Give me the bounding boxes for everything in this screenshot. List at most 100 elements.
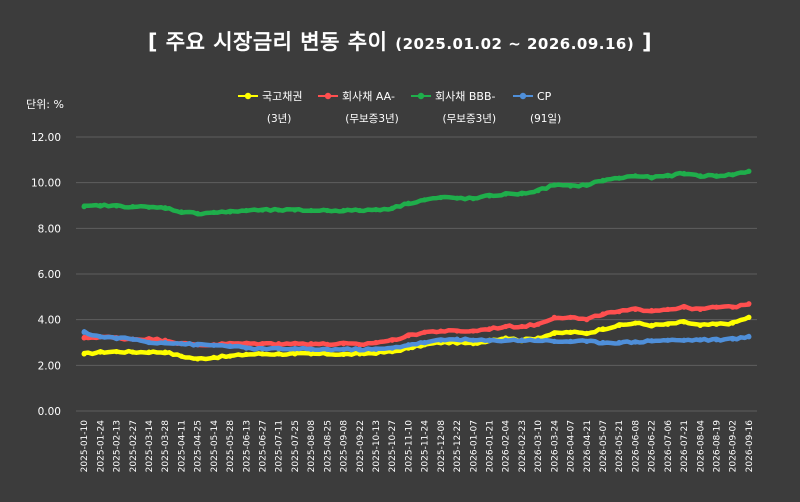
data-point	[195, 342, 201, 348]
data-point	[324, 346, 330, 352]
data-point	[373, 207, 379, 213]
x-tick-label: 2025-03-14	[145, 420, 155, 473]
data-point	[389, 205, 395, 211]
x-tick-label: 2025-02-27	[129, 420, 139, 472]
legend-label: CP	[537, 90, 552, 103]
data-point	[454, 195, 460, 201]
data-point	[616, 309, 622, 315]
data-point	[292, 346, 298, 352]
data-point	[551, 182, 557, 188]
x-tick-label: 2025-05-28	[226, 420, 236, 473]
data-point	[551, 338, 557, 344]
x-tick-label: 2025-02-13	[113, 420, 123, 472]
data-point	[259, 346, 266, 352]
title-date-range: (2025.01.02 ~ 2026.09.16)	[395, 35, 635, 53]
x-tick-label: 2025-09-08	[340, 420, 350, 473]
data-point	[681, 319, 687, 325]
data-point	[340, 207, 347, 214]
data-point	[454, 336, 460, 342]
data-point	[243, 345, 249, 351]
title-text: 주요 시장금리 변동 추이	[165, 30, 388, 54]
x-tick-label: 2026-05-07	[599, 420, 609, 472]
data-point	[584, 330, 590, 336]
data-point	[584, 338, 590, 344]
x-tick-label: 2026-08-04	[696, 420, 706, 473]
data-point	[665, 337, 671, 343]
x-tick-label: 2025-05-14	[210, 420, 220, 473]
title-close-bracket: ]	[642, 30, 653, 54]
data-point	[276, 346, 282, 352]
data-point	[746, 334, 752, 340]
data-point	[632, 173, 638, 179]
data-point	[681, 337, 687, 343]
x-tick-label: 2026-08-19	[712, 420, 722, 473]
y-tick-label: 12.00	[31, 132, 61, 144]
data-point	[211, 354, 217, 360]
data-point	[486, 338, 493, 344]
data-point	[178, 341, 184, 347]
x-tick-label: 2026-06-22	[648, 420, 658, 472]
data-point	[195, 356, 201, 362]
legend-sublabel: (91일)	[530, 112, 561, 125]
data-point	[730, 172, 736, 178]
x-tick-label: 2026-05-21	[615, 420, 625, 472]
data-point	[81, 351, 87, 357]
title-open-bracket: [	[147, 30, 158, 54]
data-point	[665, 173, 671, 179]
data-point	[438, 337, 444, 343]
x-tick-label: 2026-07-21	[680, 420, 690, 472]
x-tick-label: 2025-09-22	[356, 420, 366, 472]
series-line	[81, 329, 752, 353]
data-point	[470, 337, 476, 343]
x-tick-label: 2025-06-13	[242, 420, 252, 472]
x-tick-label: 2025-07-11	[275, 420, 285, 472]
data-point	[681, 170, 687, 177]
data-point	[519, 337, 525, 343]
data-point	[130, 336, 136, 342]
data-point	[340, 351, 347, 357]
data-point	[486, 326, 493, 332]
chart-title: [ 주요 시장금리 변동 추이 (2025.01.02 ~ 2026.09.16…	[0, 26, 800, 56]
data-point	[243, 207, 249, 214]
data-point	[632, 320, 638, 326]
data-point	[649, 338, 655, 344]
data-point	[503, 323, 509, 330]
data-point	[81, 335, 87, 341]
data-point	[195, 210, 201, 217]
x-tick-label: 2026-09-16	[745, 420, 755, 473]
data-point	[713, 321, 720, 327]
x-tick-label: 2026-04-21	[583, 420, 593, 472]
series-line	[81, 314, 752, 362]
data-point	[146, 339, 152, 346]
x-tick-label: 2026-03-10	[534, 420, 544, 473]
data-point	[632, 306, 638, 312]
x-tick-label: 2025-12-22	[453, 420, 463, 472]
data-point	[259, 207, 266, 213]
data-point	[340, 341, 347, 347]
data-point	[243, 351, 249, 357]
x-tick-label: 2025-07-25	[291, 420, 301, 472]
data-point	[746, 301, 752, 307]
x-tick-label: 2026-02-04	[502, 420, 512, 473]
data-point	[632, 339, 638, 345]
y-tick-label: 10.00	[31, 178, 61, 190]
data-point	[486, 193, 493, 199]
data-point	[308, 207, 314, 214]
x-tick-label: 2025-01-24	[96, 420, 106, 473]
data-point	[649, 307, 655, 314]
data-point	[567, 338, 574, 344]
data-point	[357, 207, 363, 214]
y-tick-label: 6.00	[38, 269, 61, 281]
legend-marker	[417, 92, 425, 100]
x-tick-label: 2026-01-07	[469, 420, 479, 472]
x-tick-label: 2026-04-07	[567, 420, 577, 472]
legend-marker	[324, 92, 332, 100]
y-tick-label: 0.00	[38, 406, 61, 418]
data-point	[551, 314, 557, 320]
data-point	[211, 342, 217, 348]
data-point	[308, 346, 314, 352]
data-point	[422, 339, 428, 346]
data-point	[519, 191, 525, 197]
data-point	[584, 182, 590, 188]
